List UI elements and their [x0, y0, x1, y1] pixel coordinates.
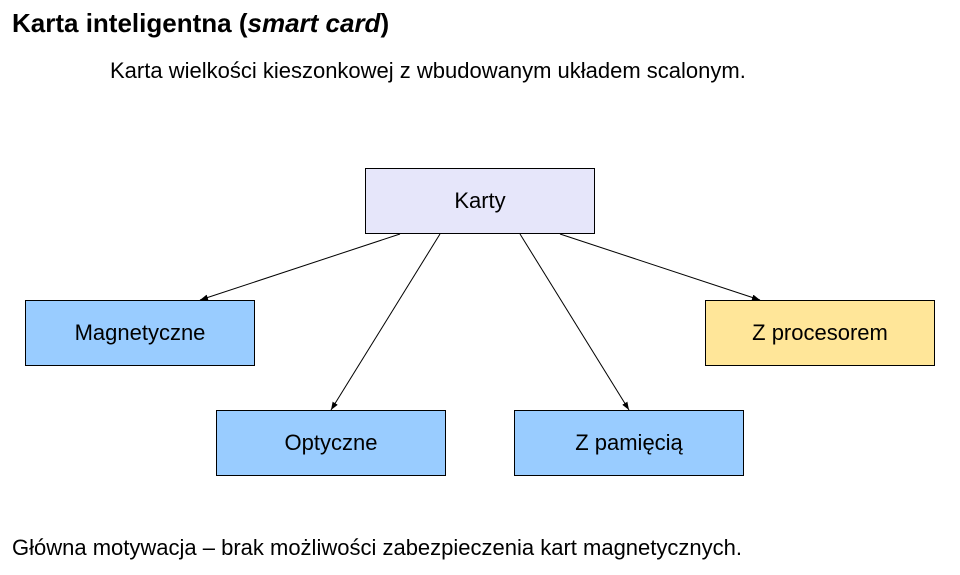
node-mem: Z pamięcią [514, 410, 744, 476]
title-prefix: Karta inteligentna ( [12, 8, 247, 38]
edge-root-proc [560, 234, 760, 300]
edge-root-mag [200, 234, 400, 300]
title-suffix: ) [380, 8, 389, 38]
title-emphasis: smart card [247, 8, 380, 38]
footer-text: Główna motywacja – brak możliwości zabez… [12, 535, 742, 561]
node-mag: Magnetyczne [25, 300, 255, 366]
edge-root-mem [520, 234, 629, 410]
node-opt: Optyczne [216, 410, 446, 476]
slide-canvas: Karta inteligentna (smart card) Karta wi… [0, 0, 960, 575]
edge-root-opt [331, 234, 440, 410]
node-root: Karty [365, 168, 595, 234]
page-title: Karta inteligentna (smart card) [12, 8, 389, 39]
diagram-edges [0, 0, 960, 575]
node-proc: Z procesorem [705, 300, 935, 366]
subtitle-text: Karta wielkości kieszonkowej z wbudowany… [110, 58, 746, 84]
